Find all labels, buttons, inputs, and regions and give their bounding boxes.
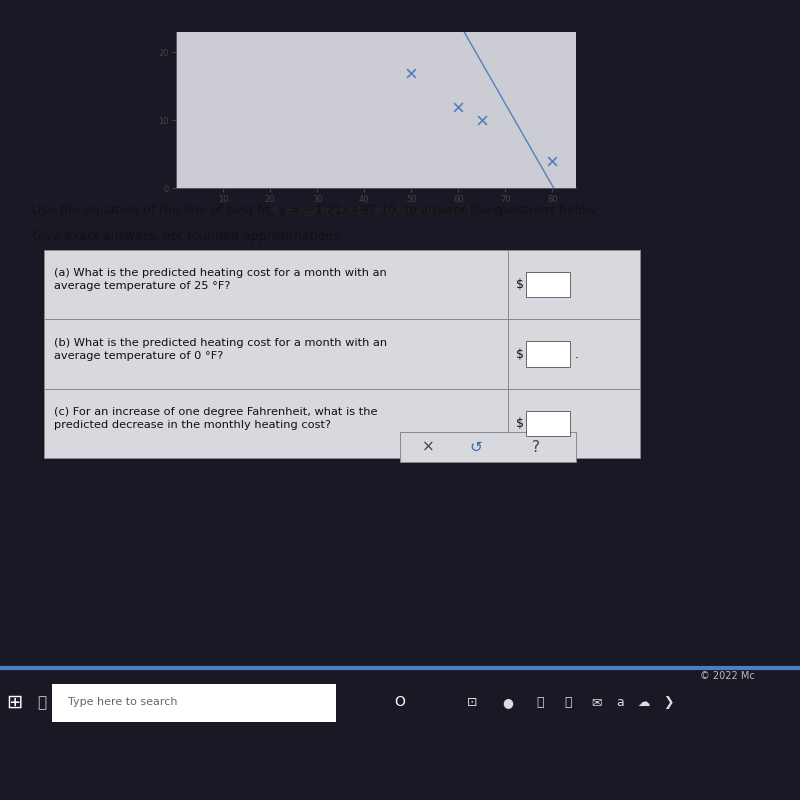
Point xyxy=(546,154,559,167)
Text: $: $ xyxy=(516,347,524,361)
Text: © 2022 Mc: © 2022 Mc xyxy=(700,671,754,681)
Text: ✉: ✉ xyxy=(590,696,602,709)
Point xyxy=(452,100,465,113)
Text: 🗓: 🗓 xyxy=(536,696,544,709)
Point xyxy=(475,114,488,126)
Text: .: . xyxy=(574,347,578,361)
Text: (b) What is the predicted heating cost for a month with an
average temperature o: (b) What is the predicted heating cost f… xyxy=(54,338,386,361)
Text: (a) What is the predicted heating cost for a month with an
average temperature o: (a) What is the predicted heating cost f… xyxy=(54,268,386,291)
Text: 📁: 📁 xyxy=(564,696,572,709)
Text: ↺: ↺ xyxy=(470,440,482,454)
Text: ☁: ☁ xyxy=(638,696,650,709)
Text: ⊞: ⊞ xyxy=(6,693,22,712)
Text: Use the equation of the line of best fit, y = −1.21x+97.10, to answer the questi: Use the equation of the line of best fit… xyxy=(32,204,599,217)
Text: ?: ? xyxy=(532,440,540,454)
Point xyxy=(405,66,418,79)
Text: ❯: ❯ xyxy=(662,696,674,709)
Text: $: $ xyxy=(516,278,524,291)
Text: a: a xyxy=(616,696,624,709)
Text: ⌕: ⌕ xyxy=(37,695,46,710)
Text: ⊡: ⊡ xyxy=(466,696,478,709)
Text: Type here to search: Type here to search xyxy=(68,698,178,707)
Text: (c) For an increase of one degree Fahrenheit, what is the
predicted decrease in : (c) For an increase of one degree Fahren… xyxy=(54,407,377,430)
Text: $: $ xyxy=(516,417,524,430)
Text: ×: × xyxy=(422,440,434,454)
Text: ●: ● xyxy=(502,696,514,709)
Text: Give exact answers, not rounded approximations.: Give exact answers, not rounded approxim… xyxy=(32,230,344,242)
Text: O: O xyxy=(394,695,406,710)
Text: Average monthly temperature (in °F): Average monthly temperature (in °F) xyxy=(273,206,479,215)
